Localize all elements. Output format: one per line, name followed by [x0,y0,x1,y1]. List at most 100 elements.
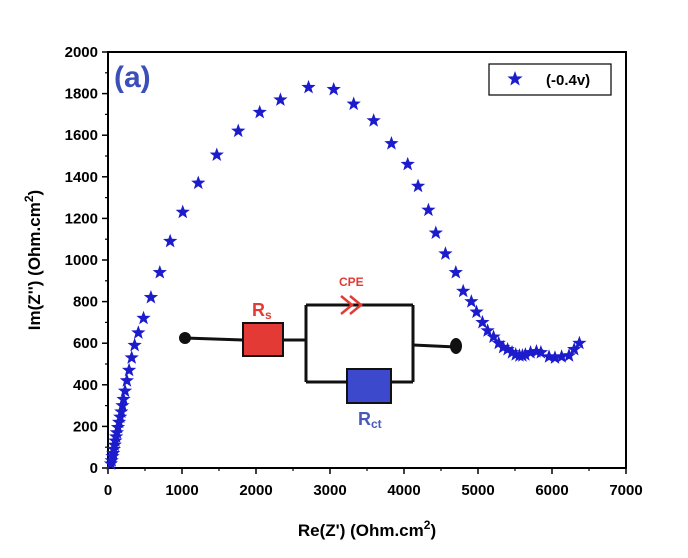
data-point [469,304,484,319]
cpe-label: CPE [339,275,364,289]
data-point [115,398,130,412]
data-point [448,264,463,279]
y-tick-label: 1600 [65,127,98,144]
y-axis-title-sup: 2 [22,195,36,202]
y-axis-ticks [102,51,108,469]
rct-label-main: R [358,409,371,429]
rct-resistor [346,368,392,404]
data-point [491,335,506,350]
legend-star-marker [507,71,523,86]
y-tick-label: 2000 [65,44,98,61]
data-point [143,289,159,304]
data-point [117,383,133,398]
data-point [231,123,246,138]
data-point [124,350,139,364]
data-point [127,337,142,352]
x-tick-label: 0 [104,482,112,499]
rs-label-sub: s [265,308,272,322]
data-point [301,79,316,94]
data-point [252,104,267,119]
data-point [475,314,490,329]
rct-label: Rct [358,409,382,431]
data-point [561,348,577,362]
rs-label: Rs [252,300,272,322]
x-axis-ticks [107,468,627,474]
data-point [410,178,426,193]
data-point [326,81,341,96]
data-point [500,341,515,356]
data-point [110,419,126,434]
y-tick-label: 0 [90,460,98,477]
data-point [119,373,134,387]
x-axis-title-end: ) [430,521,436,540]
x-axis-title-text: Re(Z') (Ohm.cm [298,521,424,540]
data-point [111,414,127,429]
data-point [273,92,288,106]
data-point [464,294,479,308]
data-point [572,335,587,350]
data-point [152,264,167,279]
panel-label: (a) [114,61,151,94]
y-tick-label: 200 [73,418,98,435]
data-point [109,425,125,439]
data-point [438,246,453,260]
y-tick-label: 1800 [65,86,98,103]
data-point [209,147,224,162]
data-series [103,79,587,470]
data-point [163,233,178,248]
cpe-element [340,295,363,315]
y-tick-label: 600 [73,335,98,352]
x-axis-title-sup: 2 [424,518,431,532]
x-tick-label: 2000 [239,482,272,499]
x-tick-label: 3000 [313,482,346,499]
y-axis-title-text: Im(Z'') (Ohm.cm [25,202,44,330]
x-tick-label: 4000 [387,482,420,499]
data-point [400,156,415,171]
data-point [486,329,501,344]
y-tick-label: 800 [73,294,98,311]
x-axis-tick-labels: 0 1000 2000 3000 4000 5000 6000 7000 [104,482,643,499]
data-point [175,204,190,219]
data-point [384,136,399,150]
legend-label: (-0.4v) [546,72,590,89]
x-tick-label: 6000 [535,482,568,499]
y-tick-label: 1200 [65,210,98,227]
circuit-wire-left [184,336,244,342]
circuit-wire-right [412,343,457,349]
data-point [480,323,495,337]
data-point [533,345,549,359]
data-point [131,325,146,339]
y-axis-title: Im(Z'') (Ohm.cm2) [22,190,44,330]
data-point [547,350,563,364]
y-axis-tick-labels: 0 200 400 600 800 1000 1200 1400 1600 1800 2000 [65,44,98,477]
legend: (-0.4v) [488,63,612,96]
y-tick-label: 1400 [65,169,98,186]
plot-frame [107,51,627,469]
data-point [523,345,538,359]
rct-label-sub: ct [371,417,382,431]
data-point [113,409,128,424]
data-point [136,310,151,325]
data-point [518,347,533,361]
legend-box [488,63,612,96]
data-point [504,345,520,359]
data-point [554,349,569,363]
data-point [191,175,206,190]
y-axis-title-end: ) [25,190,44,196]
data-point [346,96,361,111]
y-tick-label: 1000 [65,252,98,269]
data-point [567,341,582,356]
data-point [421,202,436,217]
cpe-chevron-2 [349,295,363,315]
rs-resistor [242,322,284,357]
x-tick-label: 5000 [461,482,494,499]
rs-label-main: R [252,300,265,320]
y-tick-label: 400 [73,377,98,394]
x-tick-label: 1000 [165,482,198,499]
data-point [121,362,137,377]
data-point [114,404,129,418]
data-point [366,113,381,127]
x-tick-label: 7000 [609,482,642,499]
cpe-chevron-1 [340,295,354,315]
